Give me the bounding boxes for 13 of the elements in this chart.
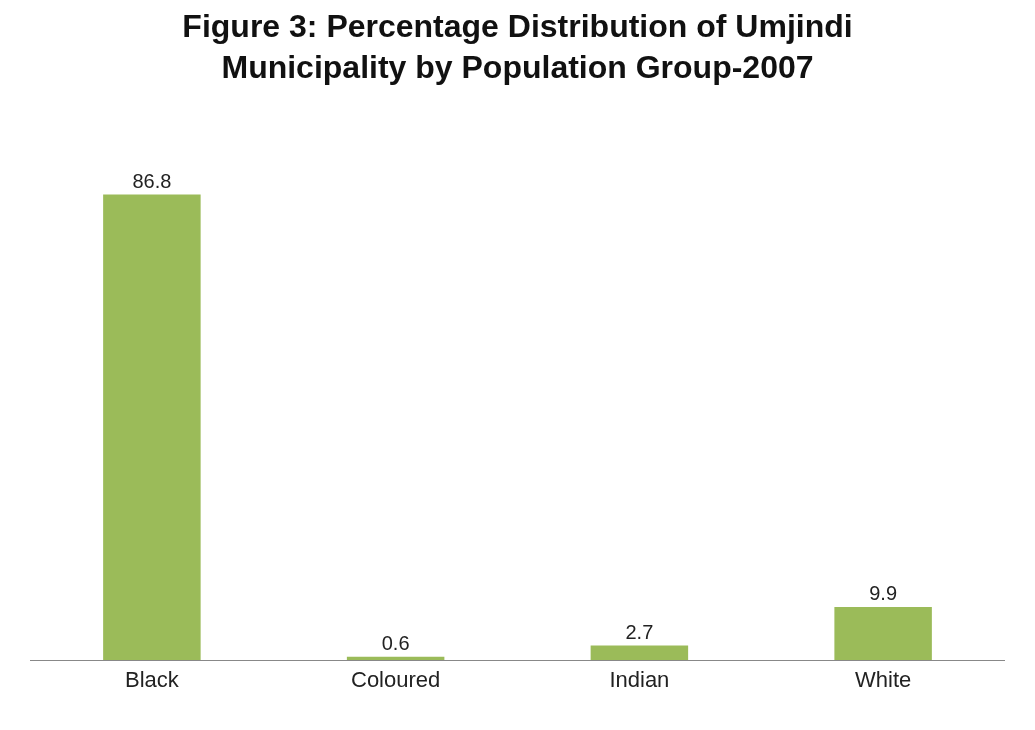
x-tick-label: White bbox=[855, 667, 912, 693]
bar bbox=[103, 194, 201, 660]
data-label: 86.8 bbox=[132, 169, 172, 192]
data-label: 9.9 bbox=[869, 581, 898, 604]
x-tick-label: Coloured bbox=[350, 667, 441, 693]
bar bbox=[590, 645, 689, 660]
x-tick-label: Black bbox=[124, 667, 180, 693]
x-tick-label: Indian bbox=[609, 667, 670, 693]
chart-title: Figure 3: Percentage Distribution of Umjindi Municipality by Population Group-2007 bbox=[182, 7, 853, 86]
bar bbox=[834, 606, 932, 660]
bar bbox=[346, 656, 445, 660]
data-label: 0.6 bbox=[381, 631, 410, 654]
data-label: 2.7 bbox=[625, 620, 654, 643]
